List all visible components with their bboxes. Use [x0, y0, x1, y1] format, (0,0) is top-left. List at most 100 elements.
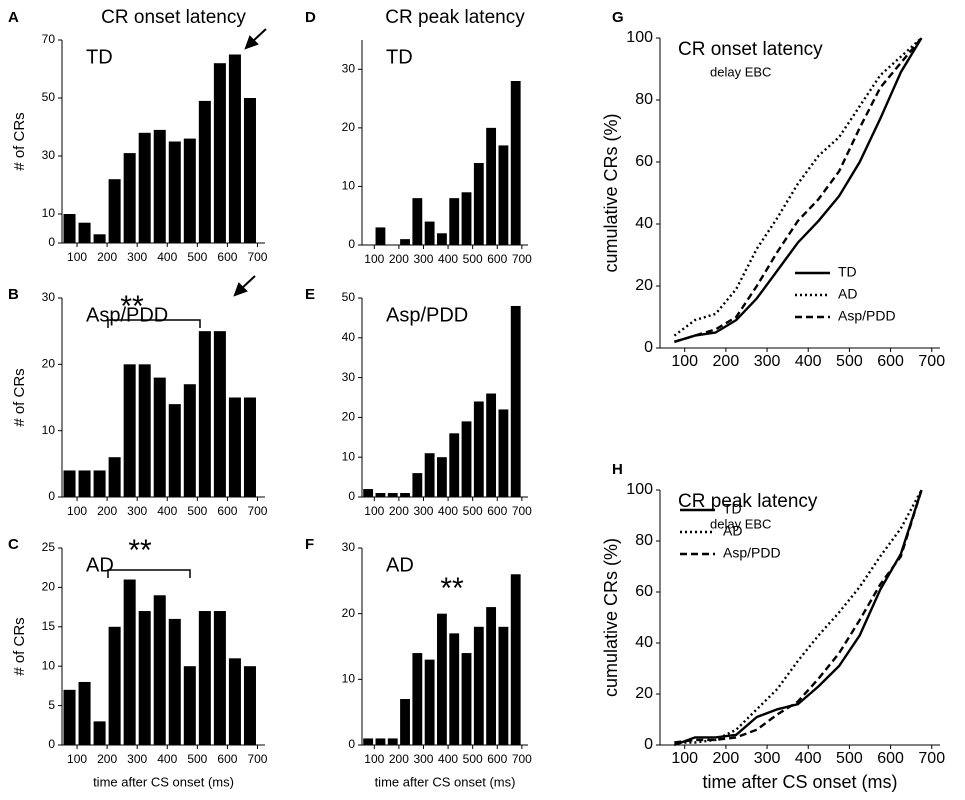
- bar: [123, 579, 136, 745]
- bar: [198, 331, 211, 497]
- bar: [198, 100, 211, 244]
- x-tick-label: 400: [438, 752, 458, 766]
- x-tick-label: 300: [413, 252, 433, 266]
- panel-letter: F: [305, 536, 314, 553]
- y-tick-label: 0: [348, 737, 355, 751]
- x-tick-label: 700: [247, 250, 267, 264]
- legend-label: AD: [838, 286, 857, 302]
- bar: [412, 473, 423, 497]
- x-tick-label: 600: [487, 504, 507, 518]
- bar: [228, 658, 241, 745]
- y-tick-label: 40: [635, 634, 653, 651]
- y-tick-label: 80: [635, 91, 653, 108]
- bar: [93, 721, 106, 745]
- bar: [473, 626, 484, 745]
- bar: [123, 364, 136, 497]
- x-tick-label: 600: [877, 353, 904, 370]
- bar: [153, 377, 166, 497]
- bar: [437, 233, 447, 245]
- x-tick-label: 500: [836, 353, 863, 370]
- y-tick-label: 50: [342, 290, 356, 304]
- bar: [168, 618, 181, 745]
- bar: [486, 393, 497, 497]
- x-tick-label: 600: [217, 250, 237, 264]
- y-tick-label: 50: [42, 90, 56, 104]
- annotation: **: [120, 290, 144, 323]
- series-line: [674, 37, 923, 343]
- x-tick-label: 300: [413, 504, 433, 518]
- group-label: AD: [386, 554, 414, 576]
- y-tick-label: 80: [635, 532, 653, 549]
- bar: [375, 738, 386, 745]
- bar: [153, 595, 166, 745]
- bar: [168, 141, 181, 243]
- y-tick-label: 60: [635, 153, 653, 170]
- legend-label: TD: [723, 501, 742, 517]
- bar: [63, 689, 76, 745]
- bar: [375, 493, 386, 497]
- y-tick-label: 0: [348, 237, 355, 251]
- legend-label: TD: [838, 264, 857, 280]
- panel-letter: A: [8, 9, 19, 26]
- x-axis-label: time after CS onset (ms): [93, 774, 234, 789]
- y-tick-label: 100: [626, 481, 653, 498]
- x-tick-label: 600: [487, 252, 507, 266]
- x-tick-label: 200: [389, 752, 409, 766]
- bar: [400, 699, 410, 745]
- y-tick-label: 0: [644, 736, 653, 753]
- y-tick-label: 10: [342, 672, 356, 686]
- bar: [108, 179, 121, 243]
- bar: [412, 653, 423, 745]
- y-axis-label: # of CRs: [11, 368, 28, 426]
- y-tick-label: 30: [42, 148, 56, 162]
- x-tick-label: 500: [187, 504, 207, 518]
- panel-letter: H: [612, 461, 623, 478]
- y-tick-label: 30: [342, 61, 356, 75]
- x-tick-label: 700: [512, 504, 532, 518]
- bar: [449, 433, 460, 497]
- x-tick-label: 100: [364, 752, 384, 766]
- y-tick-label: 60: [635, 583, 653, 600]
- bar: [108, 457, 121, 497]
- y-axis-label: # of CRs: [11, 112, 28, 170]
- panel-letter: E: [305, 286, 315, 303]
- significance-bracket: [107, 569, 191, 578]
- annotation: **: [128, 534, 152, 567]
- x-tick-label: 300: [127, 250, 147, 264]
- x-tick-label: 100: [671, 750, 698, 767]
- bar: [400, 239, 410, 245]
- x-tick-label: 500: [187, 752, 207, 766]
- y-tick-label: 20: [342, 606, 356, 620]
- group-label: TD: [86, 46, 113, 68]
- x-tick-label: 100: [671, 353, 698, 370]
- bar: [424, 659, 435, 745]
- x-tick-label: 200: [97, 752, 117, 766]
- x-tick-label: 300: [754, 750, 781, 767]
- arrow: [244, 28, 267, 50]
- bar: [400, 493, 410, 497]
- legend-label: Asp/PDD: [723, 545, 781, 561]
- bar: [243, 98, 256, 243]
- x-tick-label: 100: [67, 504, 87, 518]
- y-axis-label: # of CRs: [11, 617, 28, 675]
- bar: [93, 234, 106, 243]
- bar: [449, 633, 460, 745]
- bar: [63, 470, 76, 497]
- x-axis-label: time after CS onset (ms): [702, 772, 897, 792]
- x-tick-label: 500: [187, 250, 207, 264]
- x-tick-label: 400: [157, 752, 177, 766]
- bar: [213, 331, 226, 497]
- bar: [486, 127, 497, 245]
- bar: [363, 738, 374, 745]
- bar: [168, 404, 181, 497]
- bar: [78, 222, 91, 243]
- series-line: [674, 489, 923, 744]
- chart-title: CR peak latency: [385, 7, 525, 28]
- y-tick-label: 30: [342, 370, 356, 384]
- bar: [108, 626, 121, 745]
- x-tick-label: 300: [127, 752, 147, 766]
- x-tick-label: 700: [918, 353, 945, 370]
- y-tick-label: 40: [635, 215, 653, 232]
- x-tick-label: 200: [713, 750, 740, 767]
